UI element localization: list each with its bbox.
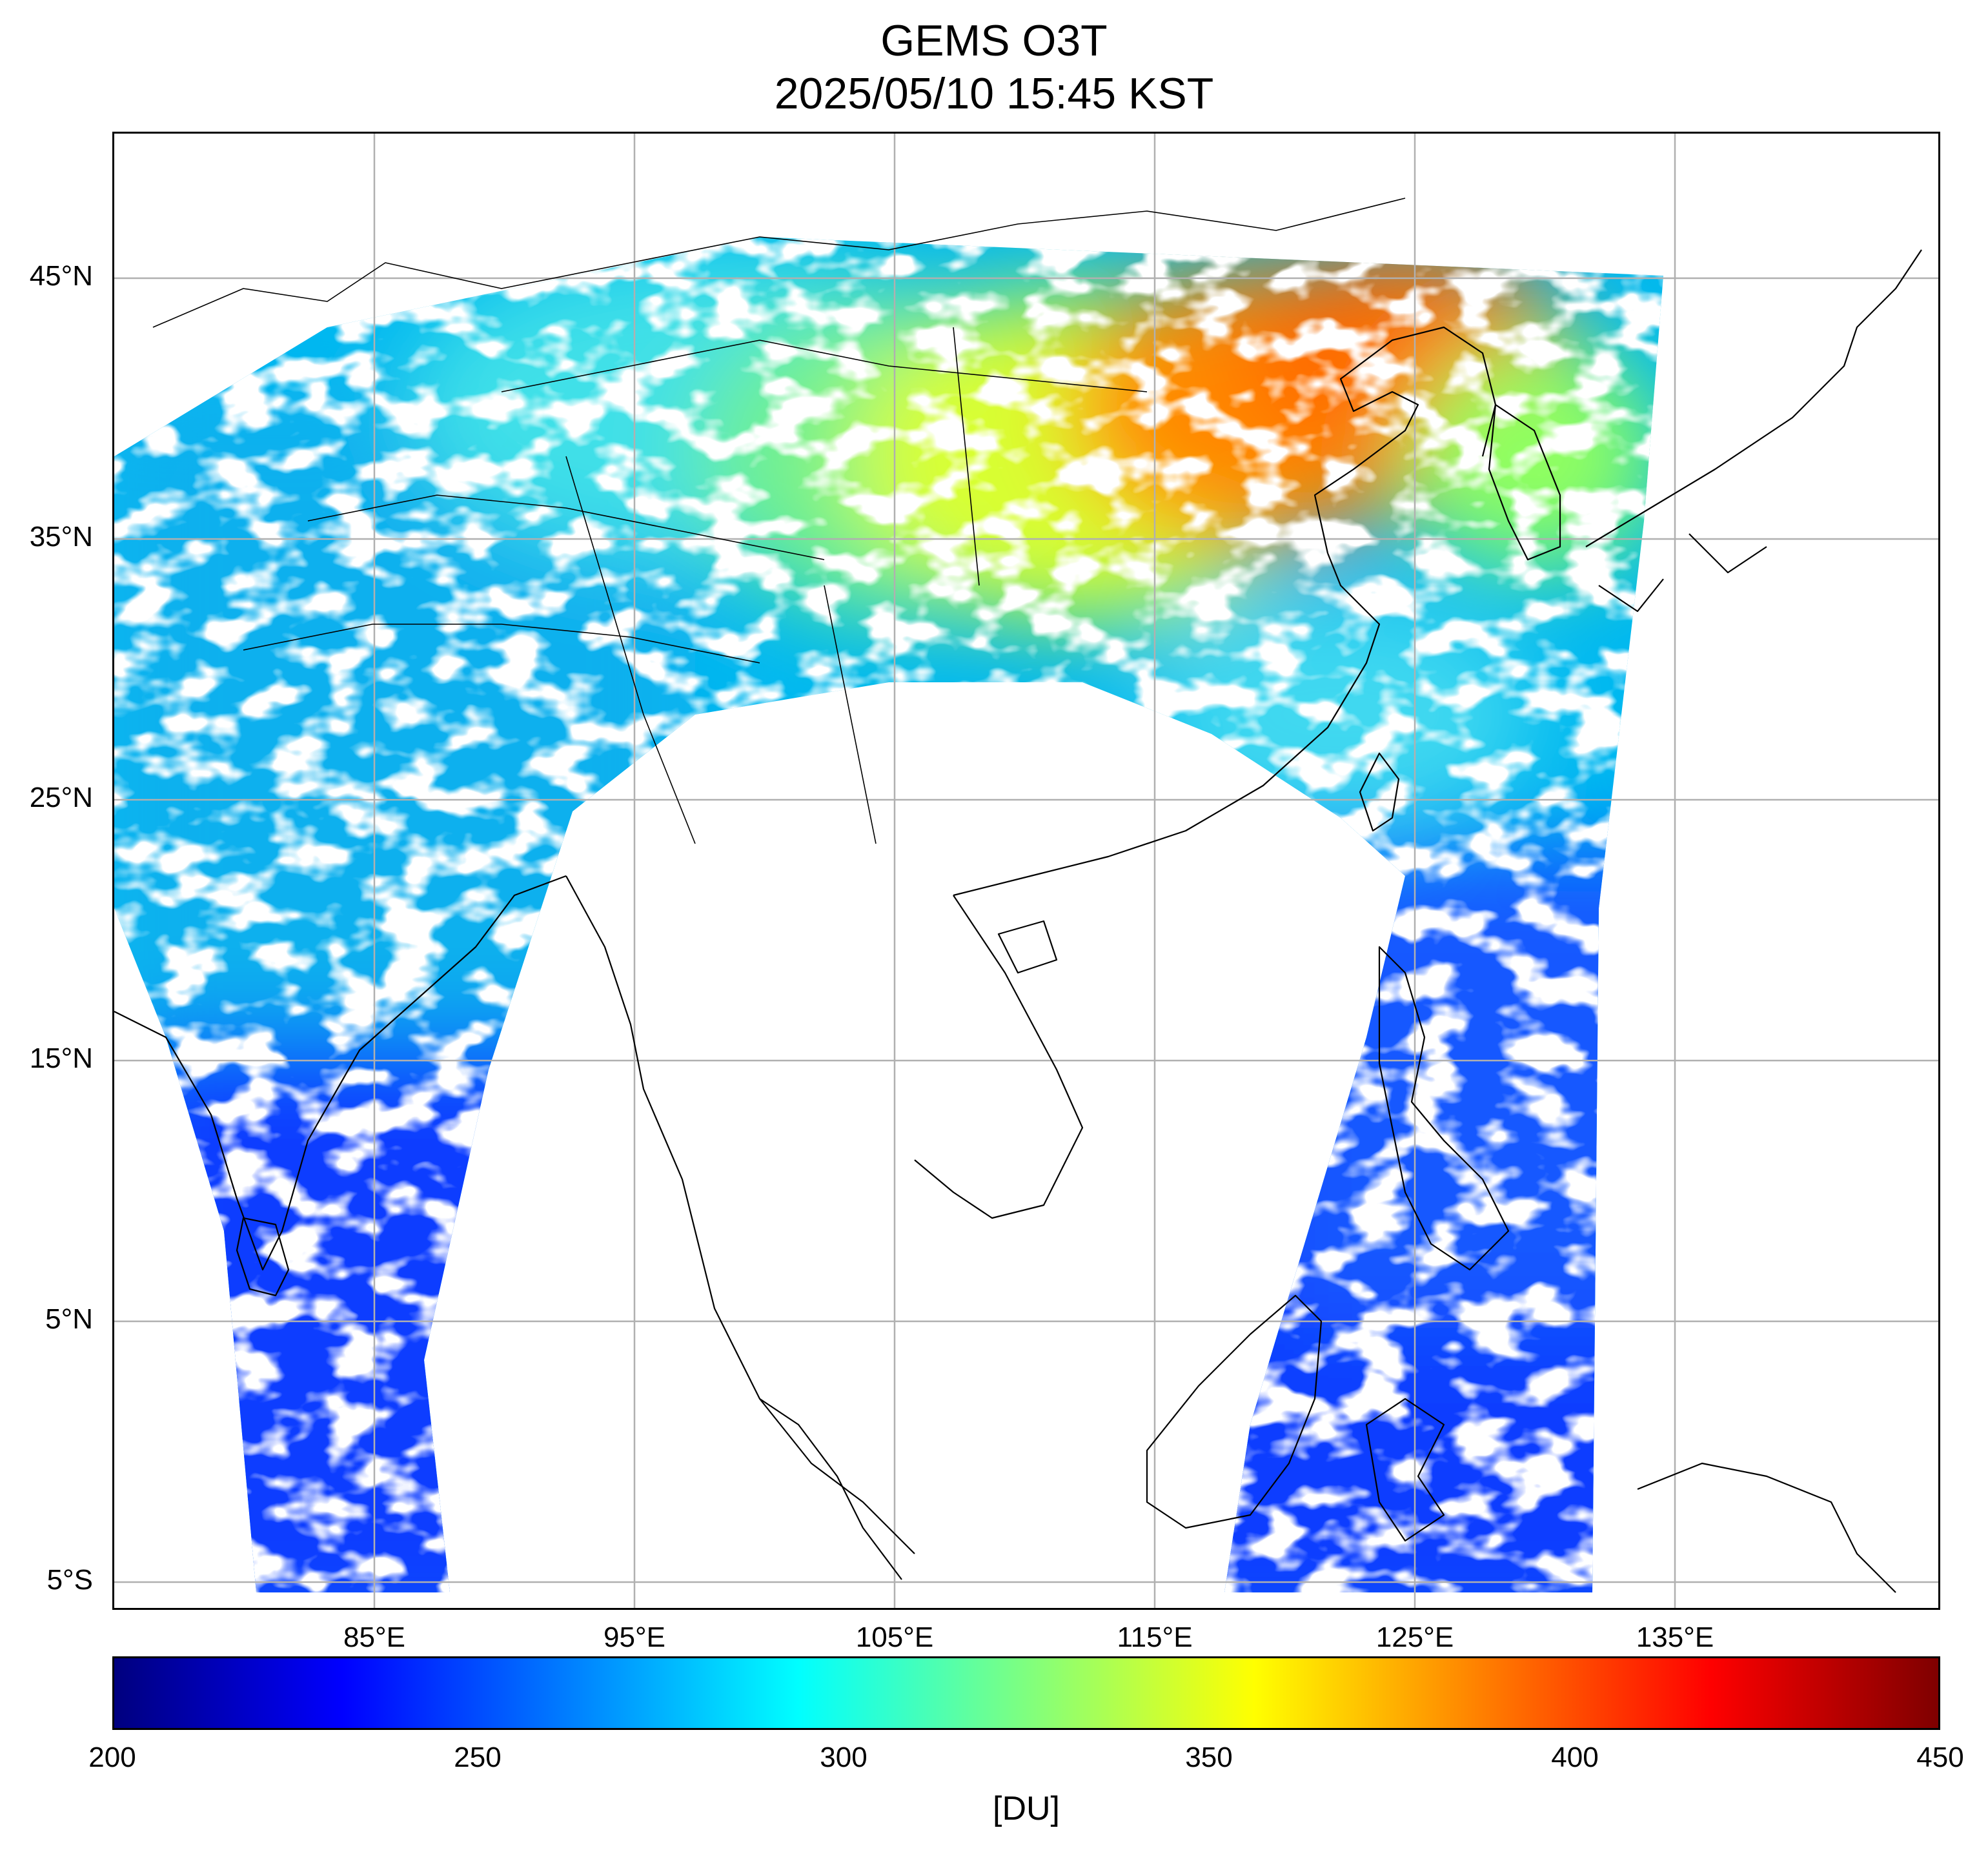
colorbar [112, 1656, 1940, 1730]
colorbar-tick-200: 200 [88, 1742, 136, 1773]
colorbar-unit-label: [DU] [993, 1790, 1060, 1827]
new-guinea-coast [1637, 1462, 1896, 1593]
graticule [114, 134, 1938, 1608]
colorbar-tick-300: 300 [820, 1742, 867, 1773]
colorbar-tick-450: 450 [1916, 1742, 1964, 1773]
product-title: GEMS O3T [880, 16, 1108, 65]
lon-label-85e: 85°E [343, 1621, 405, 1653]
yellow-sea-coast [1314, 326, 1497, 554]
colorbar-tick-400: 400 [1551, 1742, 1599, 1773]
lon-label-105e: 105°E [855, 1621, 934, 1653]
taiwan-coast [1359, 752, 1400, 832]
indochina-coast [565, 875, 915, 1554]
lat-label-35n: 35°N [29, 521, 93, 553]
korea-coast [1488, 403, 1561, 561]
lat-label-45n: 45°N [29, 260, 93, 292]
vietnam-coast [914, 895, 1084, 1219]
lon-label-115e: 115°E [1117, 1621, 1193, 1653]
lon-label-95e: 95°E [604, 1621, 665, 1653]
coastlines [114, 198, 1922, 1593]
map-canvas [114, 134, 1938, 1608]
india-coast [114, 875, 567, 1271]
map-panel [112, 132, 1940, 1610]
colorbar-tick-350: 350 [1185, 1742, 1233, 1773]
borneo-coast [1146, 1294, 1323, 1529]
chart-title: GEMS O3T 2025/05/10 15:45 KST [0, 14, 1988, 120]
timestamp-title: 2025/05/10 15:45 KST [774, 69, 1214, 118]
philippines-coast [1378, 946, 1510, 1271]
japan-coast [1585, 249, 1922, 613]
south-china-coast [953, 553, 1381, 897]
hainan-coast [997, 920, 1058, 974]
lon-label-135e: 135°E [1636, 1621, 1714, 1653]
sulawesi-coast [1365, 1398, 1445, 1542]
colorbar-tick-250: 250 [454, 1742, 502, 1773]
lat-label-5n: 5°N [45, 1303, 93, 1335]
lat-label-5s: 5°S [46, 1564, 93, 1596]
lat-label-25n: 25°N [29, 782, 93, 813]
sri-lanka-coast [236, 1217, 290, 1297]
malay-coast [759, 1398, 902, 1580]
cloud-mask [114, 237, 1663, 1592]
lat-label-15n: 15°N [29, 1042, 93, 1074]
inland-borders [152, 198, 1406, 844]
ozone-field [114, 237, 1663, 1592]
lon-label-125e: 125°E [1375, 1621, 1454, 1653]
